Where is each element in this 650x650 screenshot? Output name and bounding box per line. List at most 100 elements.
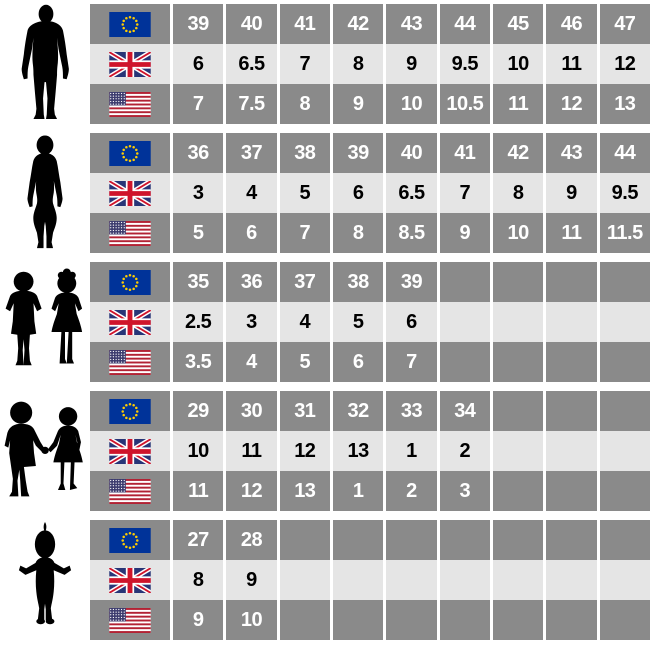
size-group-kids: 35 36 37 38 39 2.5 3 4 5 6 3.5 4 5 6 7: [90, 262, 650, 382]
size-cell: [546, 520, 597, 560]
size-cell: 3: [439, 471, 490, 511]
size-cell: 43: [386, 4, 437, 44]
size-cell: 6: [226, 213, 277, 253]
size-cell: [492, 262, 544, 302]
size-cell: 9: [546, 173, 597, 213]
size-row-baby-eu: 27 28: [90, 520, 650, 560]
size-cell: 9: [226, 560, 277, 600]
size-cell: 10: [173, 431, 224, 471]
size-cell: 38: [332, 262, 384, 302]
size-cell: 13: [332, 431, 384, 471]
size-cell: [439, 520, 490, 560]
size-cell: 4: [226, 173, 277, 213]
size-cell: [599, 302, 650, 342]
size-cell: [492, 391, 544, 431]
size-cell: 5: [173, 213, 224, 253]
size-cell: 40: [226, 4, 277, 44]
size-group-men: 39 40 41 42 43 44 45 46 47 6 6.5 7 8 9 9.5 10 11 12 7 7.5 8 9…: [90, 4, 650, 124]
size-row-kids-uk: 2.5 3 4 5 6: [90, 302, 650, 342]
eu-flag-icon: [90, 262, 170, 302]
size-cell: 2.5: [173, 302, 224, 342]
size-cell: 27: [173, 520, 224, 560]
size-cell: 8: [279, 84, 330, 124]
size-row-kids-eu: 35 36 37 38 39: [90, 262, 650, 302]
size-cell: 10.5: [439, 84, 490, 124]
size-cell: [386, 600, 437, 640]
size-cell: [439, 342, 490, 382]
size-row-men-eu: 39 40 41 42 43 44 45 46 47: [90, 4, 650, 44]
uk-flag-icon: [90, 302, 170, 342]
size-cell: 44: [599, 133, 650, 173]
size-cell: 2: [439, 431, 490, 471]
size-row-little-kids-eu: 29 30 31 32 33 34: [90, 391, 650, 431]
size-cell: [546, 262, 597, 302]
size-cell: [439, 560, 490, 600]
size-cell: [332, 520, 384, 560]
size-cell: [492, 560, 544, 600]
size-cell: 34: [439, 391, 490, 431]
size-cell: 28: [226, 520, 277, 560]
eu-flag-icon: [90, 133, 170, 173]
size-cell: 36: [226, 262, 277, 302]
size-cell: 12: [599, 44, 650, 84]
woman-silhouette: [10, 134, 80, 251]
size-cell: [439, 600, 490, 640]
size-cell: 8: [492, 173, 544, 213]
size-cell: 8: [332, 44, 384, 84]
size-cell: [546, 471, 597, 511]
size-cell: 8: [173, 560, 224, 600]
little-kids-silhouette: [0, 394, 92, 504]
size-row-women-uk: 3 4 5 6 6.5 7 8 9 9.5: [90, 173, 650, 213]
size-cell: 10: [492, 213, 544, 253]
size-cell: 5: [279, 342, 330, 382]
size-cell: 7: [279, 213, 330, 253]
size-cell: 32: [332, 391, 384, 431]
eu-flag-icon: [90, 4, 170, 44]
size-cell: 8: [332, 213, 384, 253]
size-cell: 3.5: [173, 342, 224, 382]
size-cell: [492, 471, 544, 511]
size-cell: [279, 600, 330, 640]
size-cell: [599, 600, 650, 640]
size-cell: 4: [226, 342, 277, 382]
kids-silhouette: [2, 266, 92, 380]
us-flag-icon: [90, 84, 170, 124]
man-silhouette: [6, 4, 86, 122]
size-cell: 7: [386, 342, 437, 382]
size-cell: 35: [173, 262, 224, 302]
size-cell: 12: [226, 471, 277, 511]
size-cell: [386, 520, 437, 560]
size-cell: 6.5: [226, 44, 277, 84]
size-cell: 1: [332, 471, 384, 511]
size-cell: 9.5: [599, 173, 650, 213]
size-row-men-us: 7 7.5 8 9 10 10.5 11 12 13: [90, 84, 650, 124]
size-cell: [332, 560, 384, 600]
size-cell: 36: [173, 133, 224, 173]
size-cell: [546, 431, 597, 471]
uk-flag-icon: [90, 560, 170, 600]
size-row-little-kids-us: 11 12 13 1 2 3: [90, 471, 650, 511]
size-cell: 13: [599, 84, 650, 124]
size-cell: 7: [439, 173, 490, 213]
size-cell: 38: [279, 133, 330, 173]
size-cell: 46: [546, 4, 597, 44]
size-cell: 33: [386, 391, 437, 431]
size-cell: [546, 302, 597, 342]
uk-flag-icon: [90, 431, 170, 471]
size-cell: [492, 342, 544, 382]
size-group-baby: 27 28 8 9 9 10: [90, 520, 650, 640]
size-cell: 43: [546, 133, 597, 173]
size-cell: 44: [439, 4, 490, 44]
size-cell: [599, 431, 650, 471]
size-cell: [599, 262, 650, 302]
size-cell: 6: [332, 342, 384, 382]
size-group-women: 36 37 38 39 40 41 42 43 44 3 4 5 6 6.5 7 8 9 9.5 5 6 7 8 8.5 9 1…: [90, 133, 650, 253]
size-cell: 8.5: [386, 213, 437, 253]
size-cell: [599, 471, 650, 511]
size-cell: 4: [279, 302, 330, 342]
size-cell: 13: [279, 471, 330, 511]
size-cell: 47: [599, 4, 650, 44]
size-cell: [332, 600, 384, 640]
size-cell: 11: [226, 431, 277, 471]
size-group-little-kids: 29 30 31 32 33 34 10 11 12 13 1 2 11 12 13 1 2 3: [90, 391, 650, 511]
